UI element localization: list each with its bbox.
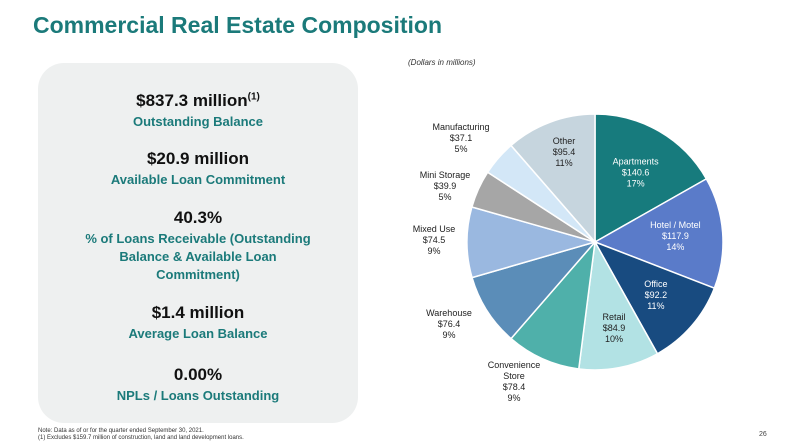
stat-label: NPLs / Loans Outstanding xyxy=(116,388,280,403)
pie-label-warehouse: Warehouse $76.4 9% xyxy=(426,308,472,340)
stat-label-line: % of Loans Receivable (Outstanding xyxy=(85,231,311,246)
page-number: 26 xyxy=(759,431,767,438)
stat-npls: 0.00% NPLs / Loans Outstanding xyxy=(38,365,358,405)
pie-label-mini-storage: Mini Storage $39.9 5% xyxy=(420,170,471,202)
stat-label: Outstanding Balance xyxy=(132,114,264,129)
pie-label-hotel-motel: Hotel / Motel $117.9 14% xyxy=(650,220,701,252)
summary-panel: $837.3 million(1) Outstanding Balance $2… xyxy=(38,63,358,423)
pie-label-office: Office $92.2 11% xyxy=(644,279,667,311)
pie-label-manufacturing: Manufacturing $37.1 5% xyxy=(432,122,489,154)
stat-label: Average Loan Balance xyxy=(128,326,268,341)
footnote-marker: (1) xyxy=(247,91,260,103)
footnotes: Note: Data as of or for the quarter ende… xyxy=(38,428,244,442)
stat-value: 0.00% xyxy=(173,365,223,384)
stat-average-loan-balance: $1.4 million Average Loan Balance xyxy=(38,303,358,343)
pie-slice-retail xyxy=(577,239,659,371)
chart-subtitle: (Dollars in millions) xyxy=(408,58,476,67)
stat-value: $837.3 million xyxy=(136,91,248,110)
note-line: (1) Excludes $159.7 million of construct… xyxy=(38,435,244,441)
pie-label-convenience-store: Convenience Store $78.4 9% xyxy=(488,360,541,403)
note-line: Note: Data as of or for the quarter ende… xyxy=(38,428,204,434)
stat-pct-loans-receivable: 40.3% % of Loans Receivable (Outstanding… xyxy=(38,208,358,284)
stat-value: $20.9 million xyxy=(146,149,250,168)
pie-slice-other xyxy=(509,113,596,245)
pie-slice-apartments xyxy=(594,113,708,244)
pie-label-apartments: Apartments $140.6 17% xyxy=(613,156,660,188)
pie-label-other: Other $95.4 11% xyxy=(553,136,576,168)
stat-available-commitment: $20.9 million Available Loan Commitment xyxy=(38,149,358,189)
stat-outstanding-balance: $837.3 million(1) Outstanding Balance xyxy=(38,91,358,131)
pie-slice-hotel-motel xyxy=(593,177,724,290)
page-title: Commercial Real Estate Composition xyxy=(33,12,442,38)
stat-label-line: Balance & Available Loan xyxy=(119,249,277,264)
pie-label-mixed-use: Mixed Use $74.5 9% xyxy=(413,224,456,256)
pie-label-retail: Retail $84.9 10% xyxy=(602,312,625,344)
stat-label-line: Commitment) xyxy=(156,267,240,282)
stat-value: 40.3% xyxy=(173,208,223,227)
stat-label: Available Loan Commitment xyxy=(110,172,286,187)
stat-value: $1.4 million xyxy=(151,303,245,322)
pie-slice-office xyxy=(593,240,716,355)
